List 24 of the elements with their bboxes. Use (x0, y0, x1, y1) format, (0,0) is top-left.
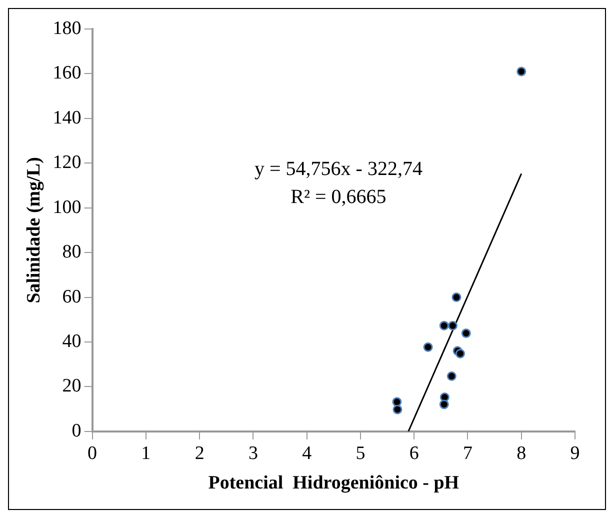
y-tick-label: 40 (62, 330, 82, 352)
y-tick-label: 140 (52, 107, 82, 128)
y-tick-label: 160 (52, 62, 82, 84)
x-tick-label: 7 (462, 442, 472, 464)
y-tick-label: 60 (62, 286, 82, 308)
x-tick-label: 3 (248, 442, 258, 464)
y-tick-label: 80 (62, 242, 82, 263)
x-tick-label: 8 (516, 442, 526, 464)
annotation: R² = 0,6665 (290, 186, 386, 208)
x-tick-label: 2 (194, 442, 204, 464)
x-tick-label: 9 (570, 442, 580, 464)
x-tick-label: 5 (356, 442, 366, 464)
x-tick-label: 4 (302, 442, 312, 464)
y-axis-title: Salinidade (mg/L) (23, 157, 44, 304)
x-tick-label: 1 (141, 442, 151, 464)
y-tick-label: 120 (52, 152, 82, 174)
y-tick-label: 0 (72, 420, 82, 442)
y-tick-label: 100 (52, 196, 82, 218)
x-axis-title: Potencial Hidrogeniônico - pH (208, 472, 460, 494)
annotation: y = 54,756x - 322,74 (254, 158, 422, 180)
y-tick-label: 20 (62, 376, 82, 397)
y-tick-label: 180 (52, 18, 82, 39)
x-tick-label: 0 (88, 442, 98, 464)
x-tick-label: 6 (409, 442, 419, 464)
